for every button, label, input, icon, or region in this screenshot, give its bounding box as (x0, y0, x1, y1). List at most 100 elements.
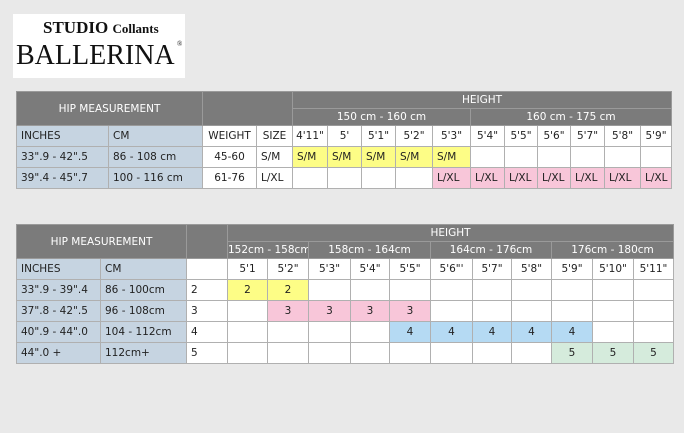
size-fit-cell (430, 300, 473, 322)
size-fit-cell: 2 (267, 279, 309, 301)
blank-header (202, 91, 293, 126)
size-cell: 3 (186, 300, 228, 322)
column-header: 5'1 (227, 258, 268, 280)
column-header-row: INCHES CM WEIGHT SIZE 4'11" 5' 5'1" 5'2" 5'3" 5'4… (16, 125, 672, 147)
size-fit-cell: L/XL (570, 167, 605, 189)
size-fit-cell (470, 146, 505, 168)
size-fit-cell (267, 321, 309, 343)
size-fit-cell: 3 (308, 300, 351, 322)
size-fit-cell (633, 300, 674, 322)
table-row: 44".0 +112cm+ 5 5 5 5 (16, 342, 674, 364)
size-fit-cell (430, 279, 473, 301)
size-fit-cell: 4 (511, 321, 552, 343)
inches-cell: 33".9 - 39".4 (16, 279, 101, 301)
size-fit-cell (633, 279, 674, 301)
table-row: 40".9 - 44".0 104 - 112cm 4 4 4 4 4 4 (16, 321, 674, 343)
column-header: 5'2" (267, 258, 309, 280)
column-header: 5'11" (633, 258, 674, 280)
height-group: 164cm - 176cm (430, 241, 552, 259)
size-cell: 2 (186, 279, 228, 301)
column-header: SIZE (256, 125, 293, 147)
size-fit-cell (292, 167, 328, 189)
height-group: 176cm - 180cm (551, 241, 674, 259)
size-fit-cell: 5 (551, 342, 593, 364)
height-group-row: 150 cm - 160 cm 160 cm - 175 cm (17, 108, 672, 126)
column-header: 5'6"' (430, 258, 473, 280)
size-fit-cell (592, 300, 634, 322)
column-header: 5'10" (592, 258, 634, 280)
table-row: 39".4 - 45".7 100 - 116 cm 61-76 L/XL L/XL L/… (16, 167, 672, 189)
column-header: 5'1" (361, 125, 396, 147)
size-fit-cell (389, 342, 431, 364)
size-fit-cell (308, 342, 351, 364)
column-header: 5'4" (470, 125, 505, 147)
size-fit-cell: 4 (472, 321, 512, 343)
size-fit-cell (633, 321, 674, 343)
size-fit-cell (227, 321, 268, 343)
size-fit-cell: 4 (389, 321, 431, 343)
cm-cell: 86 - 108 cm (108, 146, 203, 168)
size-fit-cell: S/M (432, 146, 471, 168)
column-header: 5'8" (604, 125, 641, 147)
size-cell: L/XL (256, 167, 293, 189)
cm-cell: 96 - 108cm (100, 300, 187, 322)
size-fit-cell: 2 (227, 279, 268, 301)
cm-cell: 100 - 116 cm (108, 167, 203, 189)
size-fit-cell: S/M (395, 146, 433, 168)
size-fit-cell (511, 300, 552, 322)
column-header: 5'5" (389, 258, 431, 280)
size-fit-cell: 3 (267, 300, 309, 322)
weight-cell: 61-76 (202, 167, 257, 189)
size-fit-cell (267, 342, 309, 364)
column-header: 5'3" (308, 258, 351, 280)
size-fit-cell (511, 279, 552, 301)
column-header: 5'8" (511, 258, 552, 280)
height-group-row: 152cm - 158cm 158cm - 164cm 164cm - 176cm 1… (17, 241, 674, 259)
size-fit-cell (472, 342, 512, 364)
size-fit-cell: 3 (350, 300, 390, 322)
cm-cell: 104 - 112cm (100, 321, 187, 343)
column-header: CM (108, 125, 203, 147)
column-header: 5'9" (551, 258, 593, 280)
table-row: 33".9 - 42".5 86 - 108 cm 45-60 S/M S/M S/M S/… (16, 146, 672, 168)
size-fit-cell (511, 342, 552, 364)
leotard-size-table: HIP MEASUREMENT HEIGHT 152cm - 158cm 158cm … (16, 224, 674, 364)
column-header: INCHES (16, 125, 109, 147)
size-fit-cell (350, 279, 390, 301)
size-fit-cell: 4 (551, 321, 593, 343)
size-fit-cell (350, 321, 390, 343)
size-fit-cell: L/XL (432, 167, 471, 189)
inches-cell: 44".0 + (16, 342, 101, 364)
hip-measurement-header: HIP MEASUREMENT (16, 91, 203, 126)
size-fit-cell (592, 321, 634, 343)
height-group: 150 cm - 160 cm (292, 108, 471, 126)
ballerina-logo: STUDIO Collants BALLERINA ® (13, 14, 185, 78)
logo-line1: STUDIO Collants (43, 18, 159, 37)
column-header: 5'3" (432, 125, 471, 147)
size-fit-cell (472, 300, 512, 322)
size-fit-cell (640, 146, 672, 168)
table-row: 33".9 - 39".4 86 - 100cm 2 2 2 (16, 279, 674, 301)
size-fit-cell: 4 (430, 321, 473, 343)
blank-header (186, 224, 228, 259)
inches-cell: 39".4 - 45".7 (16, 167, 109, 189)
column-header: 5' (327, 125, 362, 147)
size-fit-cell (592, 279, 634, 301)
tights-size-table: HIP MEASUREMENT HEIGHT 150 cm - 160 cm 160 … (16, 91, 672, 189)
registered-mark: ® (177, 40, 183, 48)
size-fit-cell: L/XL (470, 167, 505, 189)
size-cell: 4 (186, 321, 228, 343)
column-header (186, 258, 228, 280)
size-fit-cell: 5 (633, 342, 674, 364)
size-fit-cell: 5 (592, 342, 634, 364)
size-fit-cell (227, 300, 268, 322)
size-fit-cell (389, 279, 431, 301)
size-fit-cell (551, 300, 593, 322)
height-group: 160 cm - 175 cm (470, 108, 672, 126)
column-header: 5'7" (570, 125, 605, 147)
column-header: 5'6" (537, 125, 571, 147)
size-fit-cell (308, 279, 351, 301)
size-fit-cell: L/XL (504, 167, 538, 189)
cm-cell: 112cm+ (100, 342, 187, 364)
size-fit-cell: S/M (327, 146, 362, 168)
